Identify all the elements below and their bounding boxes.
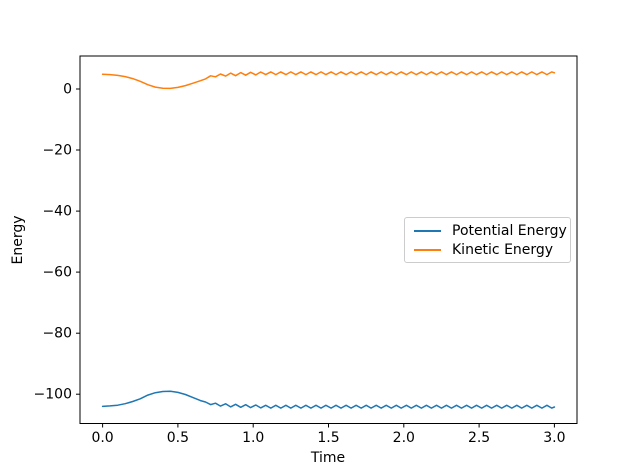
x-tick-label: 2.5 — [468, 430, 490, 446]
x-tick-label: 1.5 — [317, 430, 339, 446]
x-tick-label: 3.0 — [543, 430, 565, 446]
y-axis-label: Energy — [10, 215, 26, 265]
x-axis-label: Time — [310, 450, 346, 466]
y-tick-label: 0 — [63, 82, 72, 98]
legend-line-sample — [414, 229, 441, 232]
potential-energy-line — [101, 390, 556, 409]
x-tick-label: 0.5 — [167, 430, 189, 446]
kinetic-energy-line — [101, 71, 556, 90]
legend-item: Potential Energy — [414, 221, 567, 240]
legend: Potential Energy Kinetic Energy — [404, 217, 571, 263]
legend-label: Kinetic Energy — [452, 241, 554, 258]
y-tick-label: −40 — [42, 204, 72, 220]
legend-line-sample — [414, 248, 441, 251]
y-tick-label: −100 — [34, 387, 72, 403]
y-tick-label: −60 — [42, 265, 72, 281]
y-tick-label: −80 — [42, 326, 72, 342]
legend-item: Kinetic Energy — [414, 240, 562, 259]
x-tick-label: 0.0 — [91, 430, 113, 446]
x-tick-label: 2.0 — [393, 430, 415, 446]
x-tick-label: 1.0 — [242, 430, 264, 446]
legend-label: Potential Energy — [452, 222, 567, 239]
y-tick-label: −20 — [42, 143, 72, 159]
